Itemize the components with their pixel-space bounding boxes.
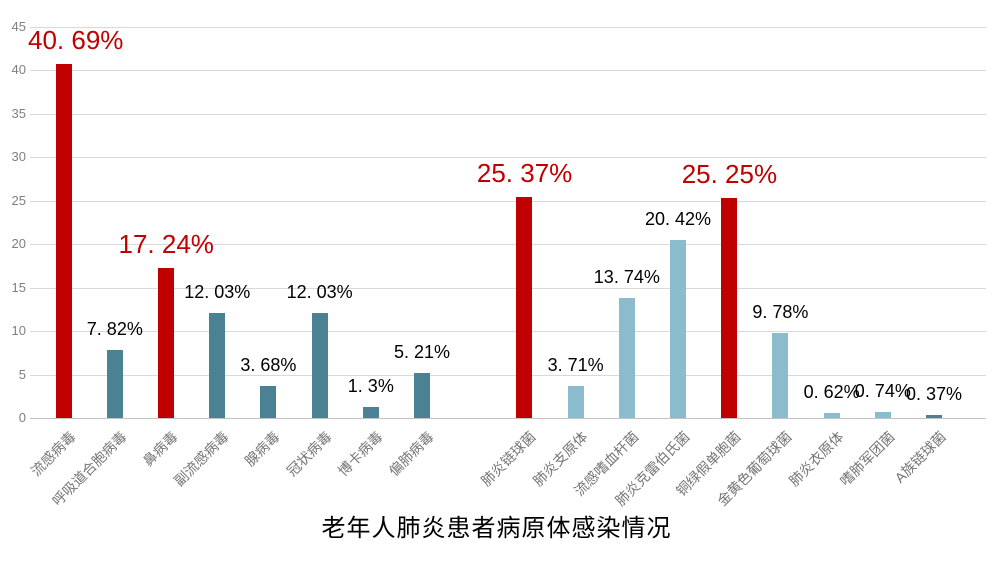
bar: [414, 372, 430, 418]
y-axis-tick-label: 15: [11, 279, 26, 295]
x-axis-label: 鼻病毒: [139, 428, 181, 470]
bar-value-label: 7. 82%: [86, 318, 143, 339]
bar: [362, 406, 379, 418]
gridline: [30, 244, 986, 245]
bar: [106, 349, 123, 418]
bar-value-label: 1. 3%: [347, 375, 394, 396]
gridline: [30, 157, 986, 158]
bar: [874, 411, 891, 418]
bar-value-label: 3. 71%: [547, 354, 604, 375]
x-axis-label: A族链球菌: [891, 428, 949, 486]
bar-value-label-highlight: 17. 24%: [118, 229, 214, 259]
gridline: [30, 26, 986, 28]
bar-value-label-highlight: 25. 37%: [476, 158, 573, 189]
bar: [772, 332, 789, 418]
bar-value-label: 5. 21%: [394, 341, 451, 362]
bar: [158, 268, 174, 418]
bar-value-label: 0. 37%: [906, 383, 963, 404]
bar-value-label: 0. 74%: [854, 380, 911, 401]
x-axis-label: 冠状病毒: [283, 428, 335, 480]
gridline: [30, 331, 986, 332]
y-axis-tick-label: 20: [11, 236, 26, 251]
gridline: [30, 374, 986, 376]
bar-value-label: 12. 03%: [286, 282, 353, 303]
bar-value-label: 0. 62%: [803, 381, 860, 402]
x-axis-label: 副流感病毒: [170, 428, 232, 490]
bar: [926, 414, 942, 418]
gridline: [30, 113, 986, 115]
bar: [260, 385, 277, 418]
gridline: [30, 200, 986, 202]
chart-title: 老年人肺炎患者病原体感染情况: [321, 515, 672, 542]
y-axis-tick-label: 35: [11, 105, 26, 121]
bar-value-label-highlight: 25. 25%: [681, 159, 778, 190]
y-axis-tick-label: 25: [11, 192, 26, 208]
bar: [567, 385, 584, 418]
y-axis-tick-label: 10: [11, 323, 26, 338]
bar: [516, 197, 533, 418]
bar: [670, 240, 686, 418]
bar: [823, 412, 840, 418]
x-axis-label: 肺炎链球菌: [478, 428, 540, 490]
gridline: [30, 70, 986, 71]
y-axis-tick-label: 0: [18, 410, 26, 425]
y-axis-tick-label: 5: [18, 366, 26, 382]
bar: [209, 313, 226, 418]
y-axis-tick-label: 45: [11, 18, 26, 34]
bar-value-label: 20. 42%: [645, 209, 712, 230]
y-axis-tick-label: 30: [11, 149, 26, 164]
bar: [721, 198, 738, 418]
bar-value-label-highlight: 40. 69%: [28, 24, 124, 55]
x-axis-label: 博卡病毒: [334, 428, 386, 480]
bar-value-label: 13. 74%: [593, 267, 660, 288]
bar-value-label: 9. 78%: [752, 301, 809, 322]
x-axis-label: 肺炎衣原体: [785, 428, 847, 490]
x-axis-label: 流感病毒: [27, 428, 79, 480]
gridline: [30, 287, 986, 289]
gridline: [30, 418, 986, 419]
bar: [311, 313, 328, 418]
bar: [55, 63, 72, 418]
x-axis-label: 腺病毒: [242, 428, 284, 470]
bar-value-label: 3. 68%: [240, 354, 297, 375]
x-axis-label: 嗜肺军团菌: [836, 428, 898, 490]
bar-value-label: 12. 03%: [184, 282, 251, 303]
y-axis-tick-label: 40: [11, 62, 26, 77]
bar: [618, 298, 635, 418]
x-axis-label: 偏肺病毒: [385, 428, 437, 480]
